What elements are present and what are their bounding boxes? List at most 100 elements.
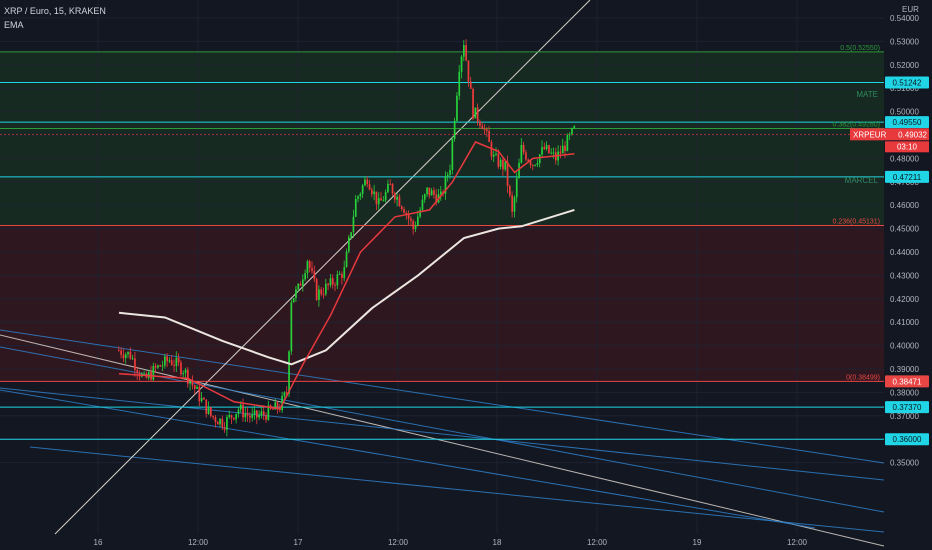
candle-body [488, 131, 490, 143]
candle-body [465, 45, 467, 61]
current-price-value: 0.49032 [898, 130, 927, 139]
candle-body [331, 278, 334, 285]
candle-body [389, 183, 392, 185]
trend-line[interactable] [0, 329, 885, 464]
candle-body [343, 267, 346, 279]
candle-body [550, 152, 553, 154]
candle-body [380, 198, 382, 201]
y-tick-label: 0.54000 [890, 14, 919, 23]
candle-body [260, 411, 263, 416]
candle-body [237, 409, 240, 414]
y-tick-label: 0.41000 [890, 318, 919, 327]
candle-body [175, 357, 178, 366]
x-tick-label: 12:00 [787, 538, 808, 547]
candle-body [311, 267, 313, 272]
current-price-symbol: XRPEUR [853, 130, 887, 139]
candle-body [559, 151, 562, 154]
y-tick-label: 0.39000 [890, 365, 919, 374]
candle-body [391, 183, 394, 194]
candle-body [223, 427, 226, 430]
candle-body [253, 410, 256, 415]
candle-body [210, 407, 212, 416]
candle-body [534, 164, 536, 166]
currency-label: EUR [902, 5, 919, 14]
candle-body [520, 145, 523, 163]
candle-body [433, 190, 435, 195]
candle-body [541, 147, 543, 155]
candle-body [361, 185, 364, 194]
y-tick-label: 0.46000 [890, 201, 919, 210]
candle-body [368, 184, 371, 190]
candle-body [292, 298, 295, 303]
trend-line[interactable] [54, 0, 591, 535]
candle-body [410, 218, 412, 221]
candle-body [398, 196, 401, 207]
candle-body [161, 365, 164, 367]
candle-body [134, 358, 136, 370]
candle-body [249, 415, 251, 418]
candle-body [467, 60, 470, 82]
candle-body [561, 145, 564, 154]
candle-body [357, 196, 359, 199]
candle-body [377, 198, 380, 205]
candle-body [481, 125, 484, 130]
candle-body [348, 237, 350, 252]
price-level-tag [885, 76, 929, 89]
y-tick-label: 0.42000 [890, 295, 919, 304]
candle-body [538, 154, 541, 164]
candle-body [216, 421, 219, 425]
candle-body [428, 187, 431, 196]
trend-line[interactable] [29, 446, 885, 533]
candle-body [417, 216, 419, 226]
trend-line[interactable] [0, 334, 885, 547]
candle-body [212, 415, 214, 418]
candle-body [548, 145, 550, 154]
candle-body [189, 381, 191, 384]
candle-body [419, 209, 421, 217]
candle-body [170, 360, 173, 365]
candle-body [373, 191, 375, 195]
x-tick-label: 12:00 [587, 538, 608, 547]
candle-body [499, 159, 502, 167]
candle-body [304, 273, 306, 280]
candle-body [543, 147, 546, 150]
candle-body [423, 194, 426, 200]
fib-level-label: 0(0.38499) [846, 374, 880, 381]
candle-body [382, 200, 385, 202]
candle-body [529, 161, 532, 165]
candle-body [506, 161, 509, 186]
candle-body [502, 159, 504, 170]
fib-level-label: 0.5(0.52550) [840, 45, 880, 52]
candle-body [124, 354, 127, 359]
trend-line[interactable] [0, 346, 885, 513]
candle-body [405, 212, 408, 215]
x-tick-label: 19 [693, 538, 702, 547]
candle-body [536, 163, 539, 165]
candle-body [265, 415, 267, 420]
trend-line[interactable] [0, 387, 885, 481]
x-tick-label: 12:00 [188, 538, 209, 547]
candle-body [522, 145, 525, 153]
candle-body [446, 174, 449, 177]
x-tick-label: 16 [94, 538, 103, 547]
candle-body [400, 206, 403, 210]
trend-line[interactable] [0, 389, 816, 529]
candle-body [352, 216, 355, 233]
candle-body [258, 415, 260, 418]
candle-body [479, 121, 481, 126]
candle-body [226, 417, 228, 430]
candle-body [440, 191, 442, 195]
candle-body [329, 278, 332, 286]
y-tick-label: 0.52000 [890, 61, 919, 70]
y-tick-label: 0.40000 [890, 342, 919, 351]
candle-body [299, 283, 302, 286]
y-tick-label: 0.45000 [890, 225, 919, 234]
candle-body [527, 159, 530, 162]
candle-body [435, 194, 438, 203]
candle-body [143, 373, 145, 375]
candle-body [336, 274, 339, 286]
candle-body [120, 350, 122, 355]
y-tick-label: 0.50000 [890, 108, 919, 117]
candle-body [375, 191, 378, 205]
